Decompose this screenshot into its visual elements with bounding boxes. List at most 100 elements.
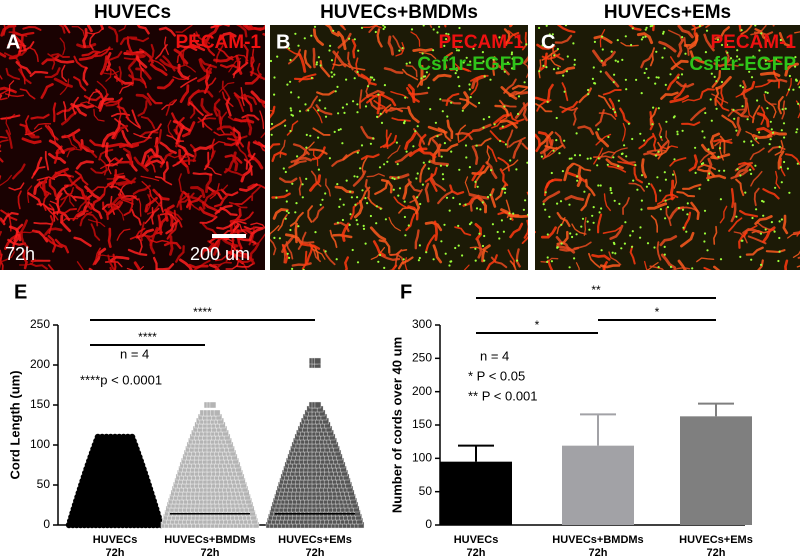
data-point [214,410,220,416]
vessel [435,222,437,240]
y-tick-label: 100 [412,451,432,465]
cell [646,27,648,29]
cell [707,179,709,181]
cell [719,147,721,149]
cell [404,97,406,99]
y-tick-label: 0 [43,517,50,531]
annotation: n = 4 [120,346,149,361]
cell [658,77,660,79]
vessel [170,237,172,255]
x-tick-label: HUVECs+EMs [679,534,753,546]
cell [670,266,672,268]
cell [774,187,776,189]
cell [611,51,613,53]
cell [433,258,435,260]
cell [342,107,344,109]
cell [614,252,616,254]
cell [336,86,338,88]
cell [291,183,293,185]
cell [735,130,737,132]
cell [524,81,526,83]
cell [592,78,594,80]
vessel [314,49,315,67]
cell [655,51,657,53]
cell [703,136,705,138]
stain-label: PECAM-1 [710,32,796,53]
cell [598,157,600,159]
cell [718,170,720,172]
vessel [732,189,733,207]
cell [704,112,706,114]
vessel [353,40,355,57]
cell [682,130,684,132]
cell [569,232,571,234]
y-tick-label: 200 [30,357,50,371]
cell [735,216,737,218]
cell [302,196,304,198]
cell [720,258,722,260]
x-tick-label: HUVECs [454,534,499,546]
cell [747,118,749,120]
x-tick-label: 72h [707,547,726,558]
cell [621,153,623,155]
cell [767,92,769,94]
cell [642,36,644,38]
cell [587,89,589,91]
cell [686,213,688,215]
cell [781,218,783,220]
cell [771,221,773,223]
cell [338,129,340,131]
cell [450,151,452,153]
cell [429,108,431,110]
cell [380,113,382,115]
data-point [315,402,321,408]
cell [477,186,479,188]
cell [489,79,491,81]
cell [714,76,716,78]
cell [754,165,756,167]
cell [631,138,633,140]
cell [576,233,578,235]
cell [404,120,406,122]
cell [304,103,306,105]
cell [701,130,703,132]
cell [489,194,491,196]
cell [336,258,338,260]
cell [292,115,294,117]
x-tick-label: 72h [589,547,608,558]
cell [558,152,560,154]
cell [789,75,791,77]
cell [324,192,326,194]
cell [452,197,454,199]
cell [482,127,484,129]
cell [351,196,353,198]
cell [446,165,448,167]
cell [779,146,781,148]
cell [783,136,785,138]
vessel [109,229,110,247]
cell [664,246,666,248]
cell [305,147,307,149]
vessel [203,15,215,25]
cell [783,161,785,163]
cell [750,140,752,142]
cell [273,94,275,96]
cell [797,163,799,165]
cell [423,24,425,26]
cell [510,218,512,220]
cell [419,257,421,259]
cell [318,169,320,171]
time-label: 72h [5,244,35,264]
micrographs [0,9,800,284]
cell [565,24,567,26]
cell [380,208,382,210]
cell [442,110,444,112]
y-tick-label: 300 [412,317,432,331]
cell [774,231,776,233]
cell [417,172,419,174]
cell [433,28,435,30]
cell [297,45,299,47]
cell [464,204,466,206]
cell [579,154,581,156]
cell [412,145,414,147]
